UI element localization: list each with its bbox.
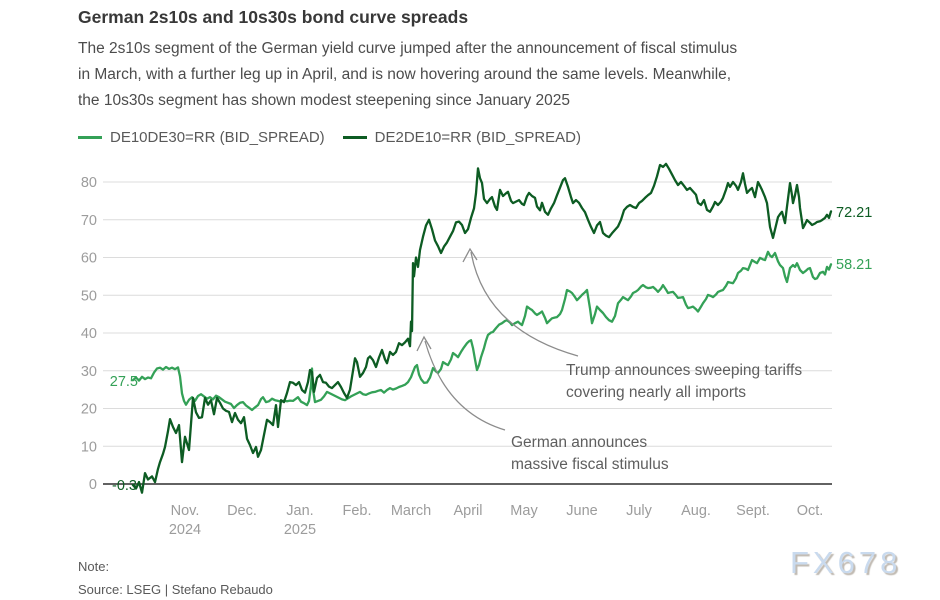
x-axis-month-label: Nov. [171,503,200,519]
y-axis-labels-group: 0 10 20 30 40 50 60 70 80 [81,175,97,493]
subtitle-line-2: in March, with a further leg up in April… [78,66,732,83]
x-axis-month-label: Feb. [342,503,371,519]
legend-swatch-dark-green [342,136,367,139]
chart-subtitle: The 2s10s segment of the German yield cu… [78,36,878,114]
legend-label-de10de30: DE10DE30=RR (BID_SPREAD) [110,129,325,146]
end-value-label-de2de10: 72.21 [836,205,872,221]
annotation-stimulus-line1: German announces [511,434,647,451]
x-axis-month-label: March [391,503,431,519]
x-axis-month-label: Sept. [736,503,770,519]
legend-item-de10de30: DE10DE30=RR (BID_SPREAD) [78,129,325,146]
fx678-watermark: FX678 [790,545,902,580]
x-axis-month-label: July [626,503,653,519]
y-axis-tick-label: 70 [81,213,97,229]
legend-label-de2de10: DE2DE10=RR (BID_SPREAD) [374,129,581,146]
annotation-stimulus-line2: massive fiscal stimulus [511,456,669,473]
x-axis-month-label: May [510,503,538,519]
y-axis-tick-label: 40 [81,326,97,342]
end-value-label-de10de30: 58.21 [836,257,872,273]
x-axis-month-label: Oct. [797,503,824,519]
series-line-de10de30 [131,250,833,412]
annotation-arrowhead-tariffs [462,247,478,263]
page-title: German 2s10s and 10s30s bond curve sprea… [78,7,469,27]
annotation-arrow-stimulus [424,340,506,431]
x-axis-month-label: June [566,503,597,519]
x-axis-year-label: 2025 [284,522,316,538]
x-axis-year-label: 2024 [169,522,201,538]
subtitle-line-1: The 2s10s segment of the German yield cu… [78,40,738,57]
subtitle-line-3: the 10s30s segment has shown modest stee… [78,92,571,109]
annotation-tariffs-line2: covering nearly all imports [566,384,746,401]
series-line-de2de10 [131,162,833,494]
start-value-label-de10de30: 27.5 [110,374,138,390]
y-axis-tick-label: 20 [81,402,97,418]
annotation-arrow-tariffs [470,251,579,357]
annotation-arrowhead-stimulus [416,335,432,352]
annotation-tariffs-line1: Trump announces sweeping tariffs [566,362,802,379]
source-text: Source: LSEG | Stefano Rebaudo [78,582,273,597]
x-axis-month-label: Aug. [681,503,711,519]
x-axis-month-label: April [453,503,482,519]
y-axis-tick-label: 30 [81,364,97,380]
x-axis-month-label: Dec. [227,503,257,519]
y-axis-tick-label: 60 [81,251,97,267]
y-axis-tick-label: 80 [81,175,97,191]
x-axis-labels-group: Nov. 2024 Dec. Jan. 2025 Feb. March April May Jun… [169,503,823,538]
y-axis-tick-label: 0 [89,477,97,493]
y-axis-tick-label: 10 [81,439,97,455]
note-label: Note: [78,559,110,574]
y-axis-tick-label: 50 [81,288,97,304]
start-value-label-de2de10: -0.3 [112,478,137,494]
legend-swatch-light-green [78,136,102,139]
chart-legend: DE10DE30=RR (BID_SPREAD) DE2DE10=RR (BID… [78,129,581,146]
legend-item-de2de10: DE2DE10=RR (BID_SPREAD) [342,129,581,146]
x-axis-month-label: Jan. [286,503,313,519]
